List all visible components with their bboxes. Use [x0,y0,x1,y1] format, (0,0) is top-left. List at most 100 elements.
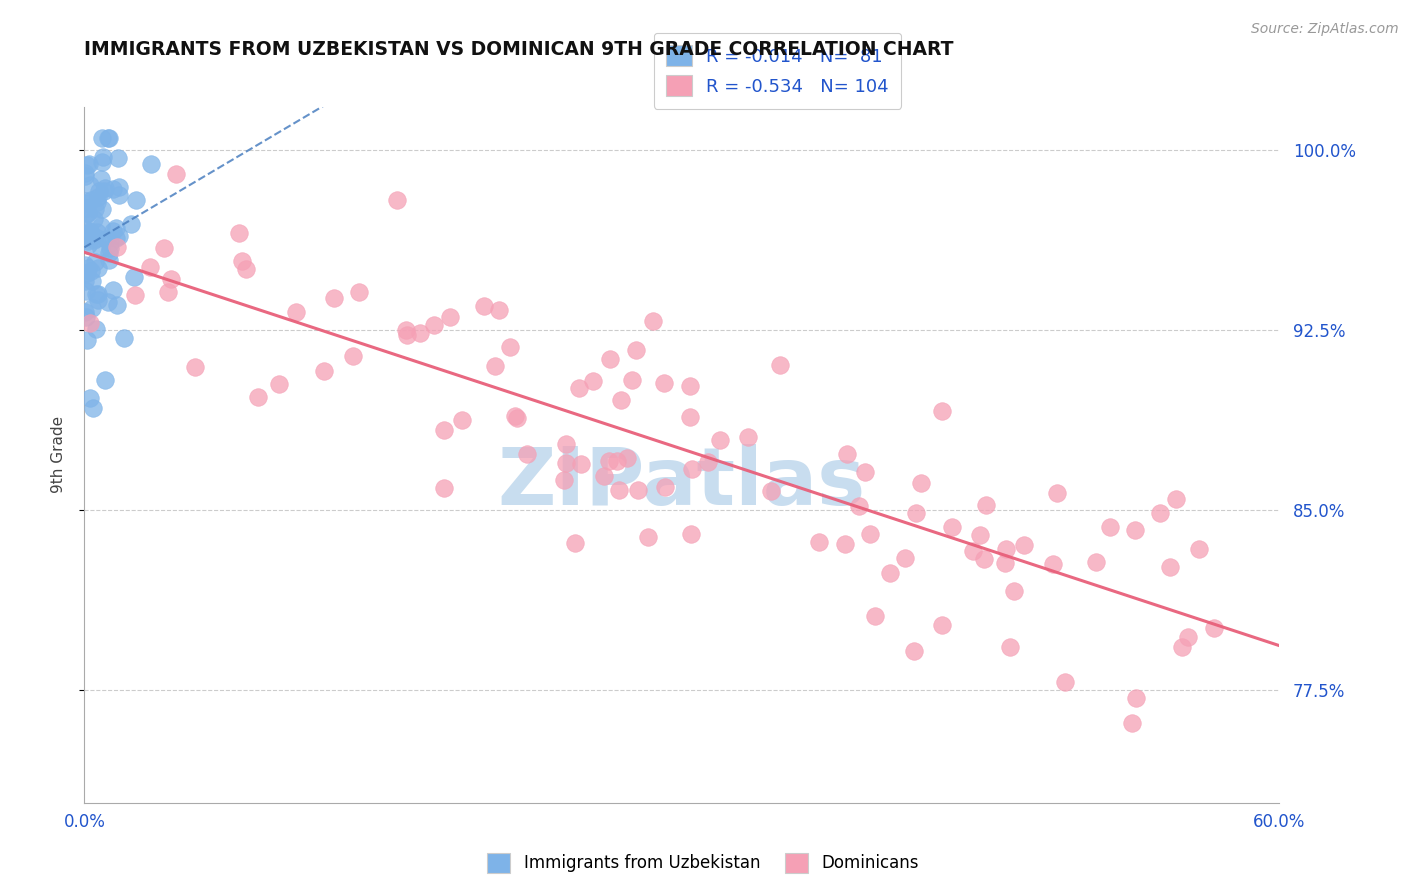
Point [76,196,98,211]
Point [75,305,97,319]
Point [91,202,114,216]
Point [97,131,120,145]
Point [86,286,108,301]
Point [84,255,107,269]
Point [863,608,886,623]
Point [90,172,112,186]
Point [1012,538,1035,552]
Point [153,241,176,255]
Point [79,229,101,244]
Point [82,401,104,415]
Point [931,403,953,417]
Point [125,194,148,208]
Point [87,184,110,198]
Point [621,373,644,387]
Point [75,310,97,325]
Point [86,225,108,239]
Point [160,272,183,286]
Point [1125,690,1147,705]
Point [697,455,720,469]
Point [607,483,630,497]
Point [101,283,124,297]
Point [90,219,112,233]
Point [853,465,876,479]
Point [1149,506,1171,520]
Point [93,184,115,198]
Point [87,287,110,301]
Point [108,229,131,244]
Point [98,235,121,250]
Point [450,413,472,427]
Point [75,207,97,221]
Point [1085,555,1108,569]
Point [285,304,308,318]
Point [834,537,856,551]
Point [681,462,703,476]
Point [79,317,101,331]
Point [737,430,759,444]
Point [637,530,659,544]
Point [643,314,665,328]
Point [124,288,146,302]
Legend: R = -0.014   N=  81, R = -0.534   N= 104: R = -0.014 N= 81, R = -0.534 N= 104 [654,33,901,109]
Point [101,224,124,238]
Point [90,242,112,256]
Point [79,225,101,239]
Point [76,261,98,276]
Point [87,189,110,203]
Point [593,469,616,483]
Point [235,261,257,276]
Point [1054,674,1077,689]
Point [90,154,112,169]
Point [112,331,135,345]
Point [76,159,98,173]
Point [433,481,456,495]
Point [931,618,953,632]
Point [76,230,98,244]
Point [86,195,108,210]
Point [98,131,121,145]
Point [108,180,131,194]
Point [75,166,97,180]
Point [98,252,121,267]
Point [905,506,928,520]
Point [107,188,129,202]
Point [75,274,97,288]
Point [582,374,605,388]
Point [1188,541,1211,556]
Point [423,318,446,332]
Point [77,206,100,220]
Point [439,310,461,324]
Point [342,349,364,363]
Point [267,376,290,391]
Point [165,168,187,182]
Point [555,437,578,451]
Point [120,217,142,231]
Point [246,390,269,404]
Point [75,222,97,236]
Point [472,299,495,313]
Point [314,363,336,377]
Point [1204,621,1226,635]
Text: IMMIGRANTS FROM UZBEKISTAN VS DOMINICAN 9TH GRADE CORRELATION CHART: IMMIGRANTS FROM UZBEKISTAN VS DOMINICAN … [84,40,953,59]
Point [122,270,145,285]
Point [75,194,97,208]
Point [903,643,925,657]
Point [1166,492,1188,507]
Point [1098,520,1121,534]
Point [82,274,104,288]
Point [679,410,702,425]
Point [228,226,250,240]
Point [555,456,578,470]
Point [962,544,984,558]
Point [516,446,538,460]
Point [879,566,901,581]
Point [769,359,792,373]
Point [76,234,98,248]
Point [998,640,1021,655]
Point [1046,486,1069,500]
Point [679,526,702,541]
Point [610,392,633,407]
Point [894,550,917,565]
Point [79,391,101,405]
